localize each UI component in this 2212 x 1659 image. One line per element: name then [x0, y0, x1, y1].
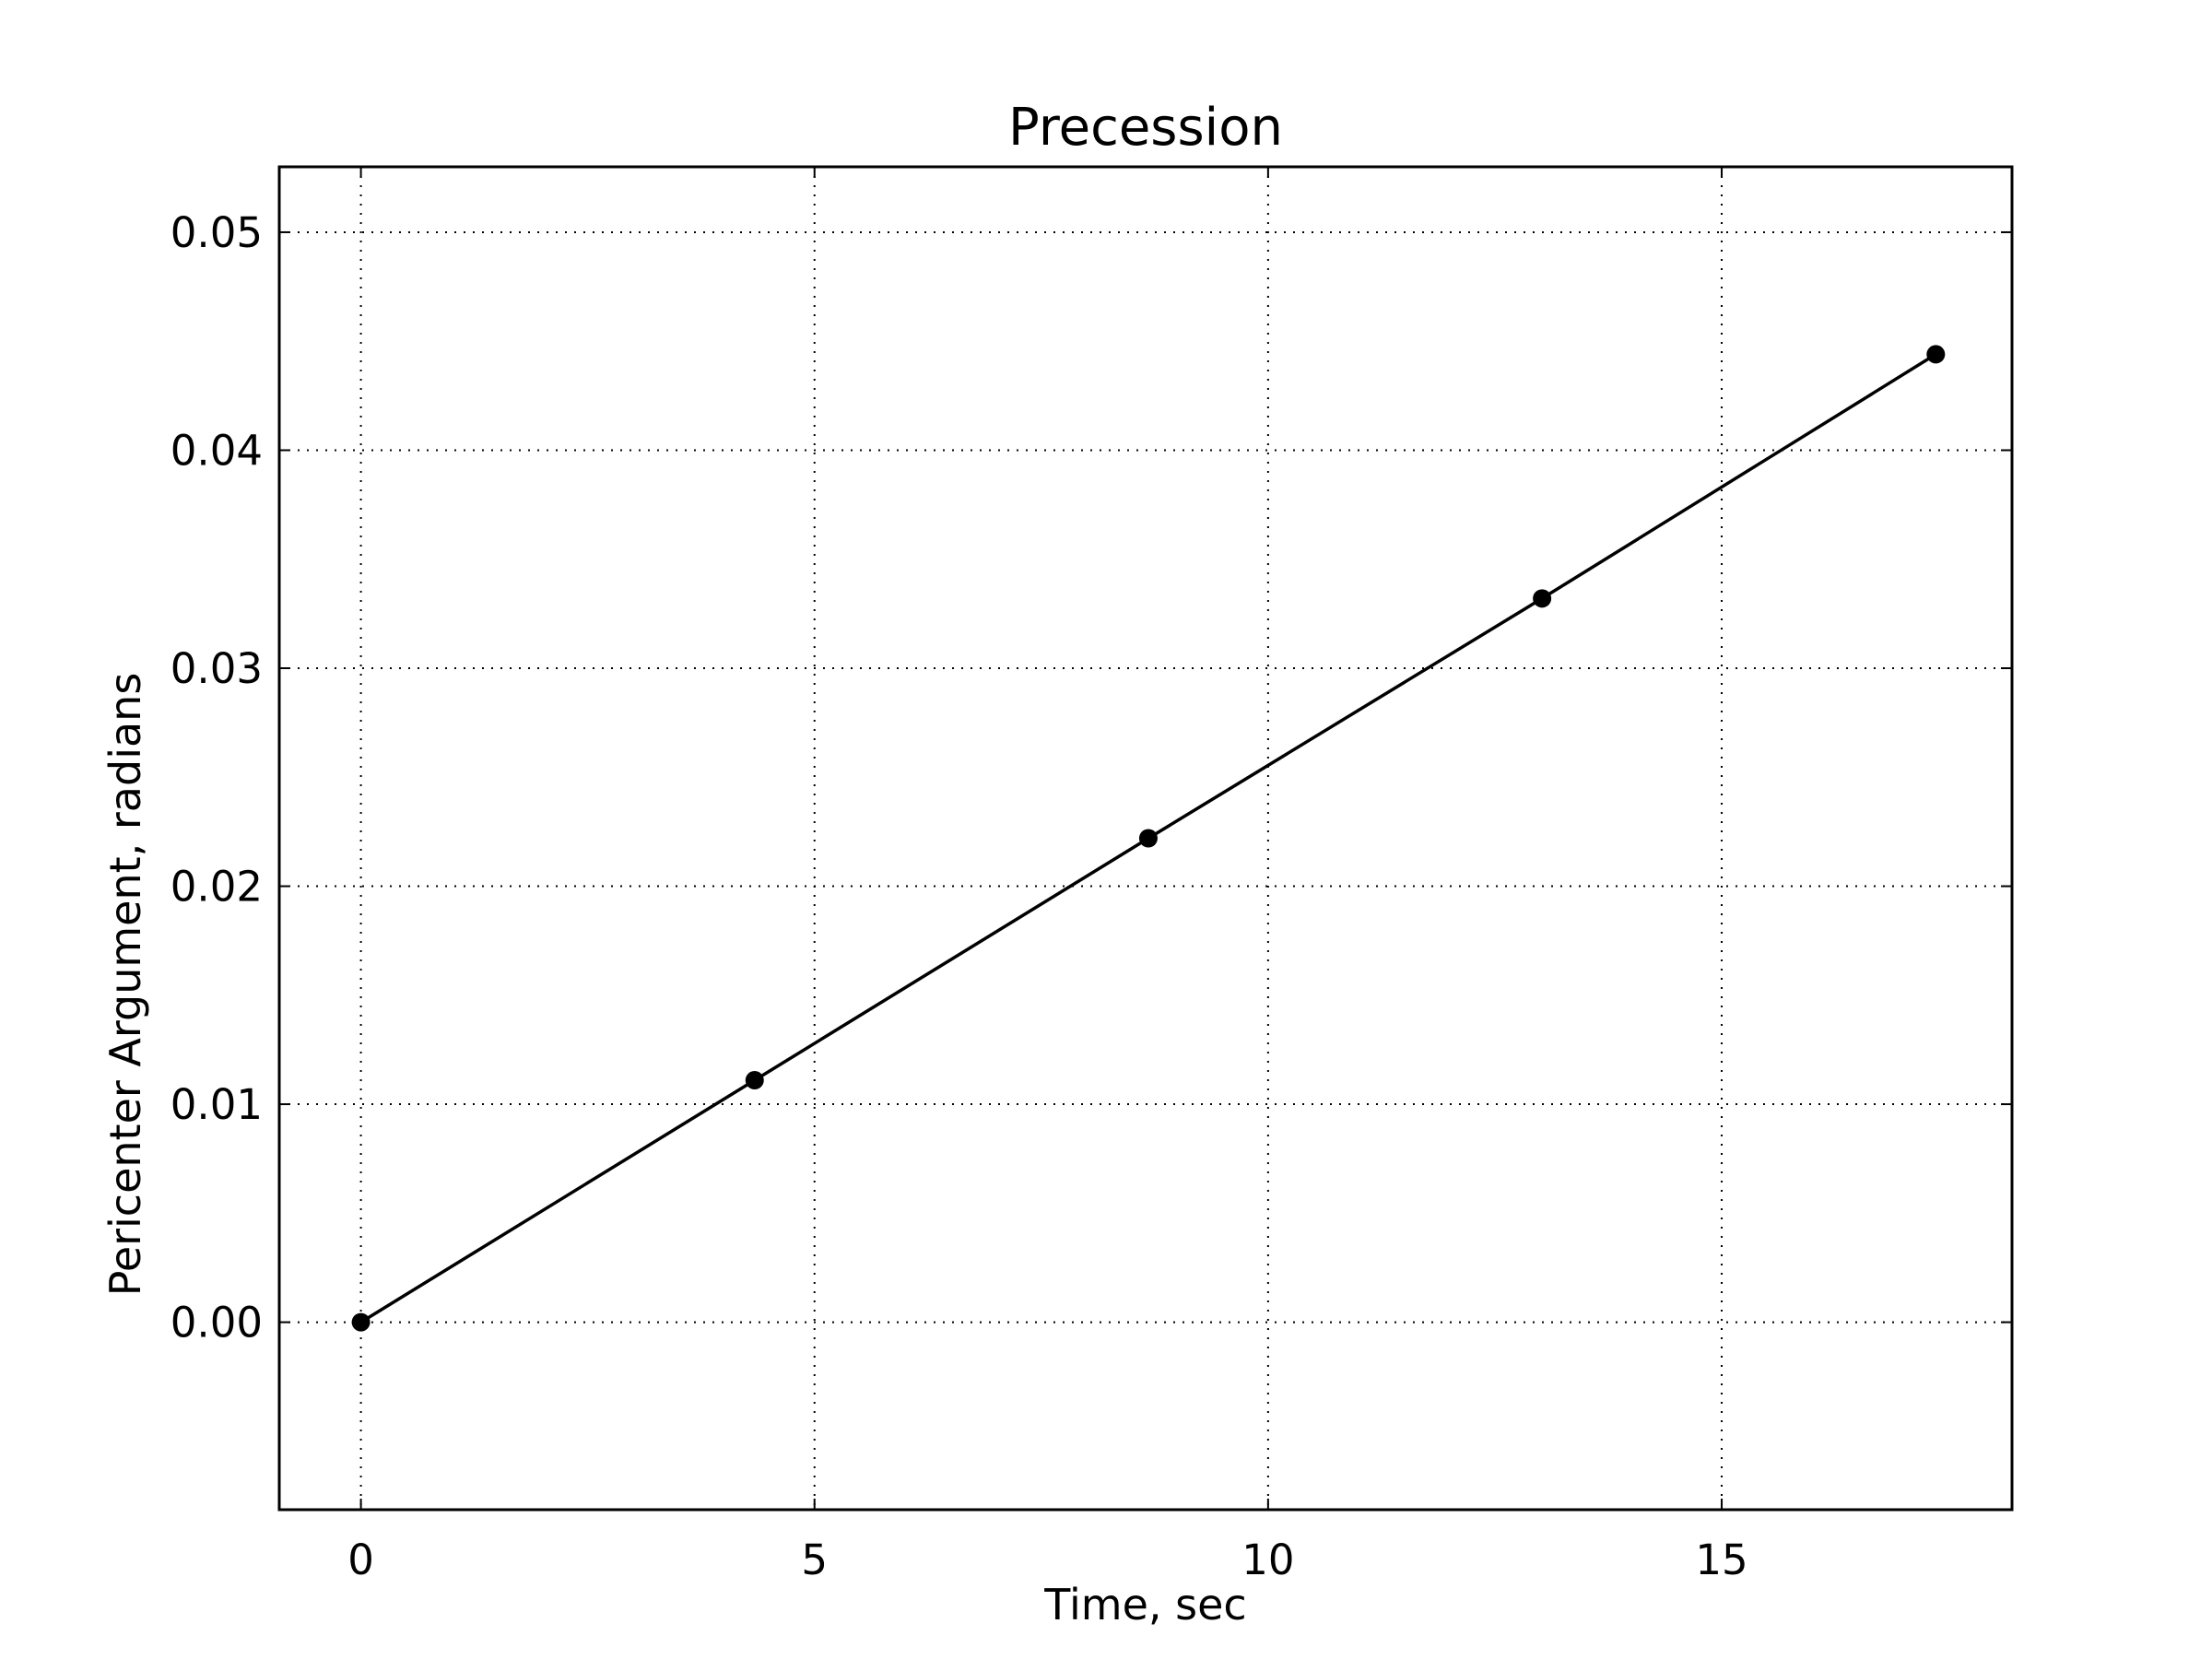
- ticks-layer: 0 5 10 15 0.00 0.01 0.02 0.03 0.04 0.05: [171, 167, 2012, 1584]
- x-tick-label: 15: [1695, 1535, 1747, 1584]
- chart-title: Precession: [1008, 98, 1283, 158]
- x-axis-label: Time, sec: [1043, 1580, 1246, 1630]
- data-point: [351, 1312, 371, 1332]
- series-layer: [351, 345, 1946, 1332]
- y-tick-label: 0.05: [171, 208, 263, 257]
- x-tick-label: 10: [1241, 1535, 1294, 1584]
- data-point: [1926, 345, 1946, 364]
- y-tick-label: 0.00: [171, 1299, 263, 1347]
- data-point: [1138, 829, 1158, 848]
- y-tick-label: 0.01: [171, 1080, 263, 1129]
- x-tick-label: 0: [347, 1535, 374, 1584]
- data-point: [745, 1071, 764, 1090]
- data-point: [1533, 589, 1552, 608]
- y-tick-label: 0.04: [171, 426, 263, 475]
- y-tick-label: 0.03: [171, 644, 263, 693]
- plot-frame: [277, 165, 2014, 1512]
- grid-layer: [279, 167, 2012, 1510]
- x-tick-label: 5: [801, 1535, 828, 1584]
- y-tick-label: 0.02: [171, 863, 263, 912]
- y-axis-label: Pericenter Argument, radians: [100, 673, 150, 1297]
